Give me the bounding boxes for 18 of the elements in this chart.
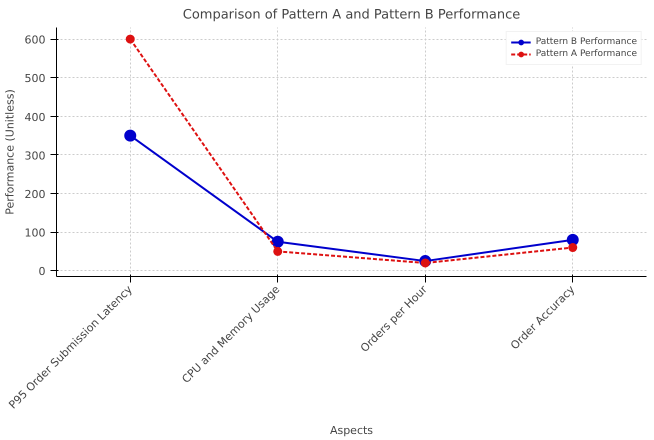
y-tick-label: 500 [24,72,46,86]
point [272,236,284,248]
y-tick-label: 600 [24,34,46,47]
chart-title: Comparison of Pattern A and Pattern B Performance [182,8,520,22]
x-axis-title: Aspects [330,424,374,438]
y-tick-label: 100 [24,226,46,240]
legend-label: Pattern B Performance [536,37,637,47]
point [124,130,136,142]
y-axis-title: Performance (Unitless) [4,89,17,215]
y-tick-label: 200 [24,188,46,201]
point [126,34,135,44]
y-tick-label: 0 [38,265,46,278]
point [273,246,282,256]
y-tick-label: 400 [24,110,46,124]
point [568,243,578,252]
y-tick-label: 300 [24,149,46,162]
legend-label: Pattern A Performance [536,49,637,59]
point [420,258,430,268]
